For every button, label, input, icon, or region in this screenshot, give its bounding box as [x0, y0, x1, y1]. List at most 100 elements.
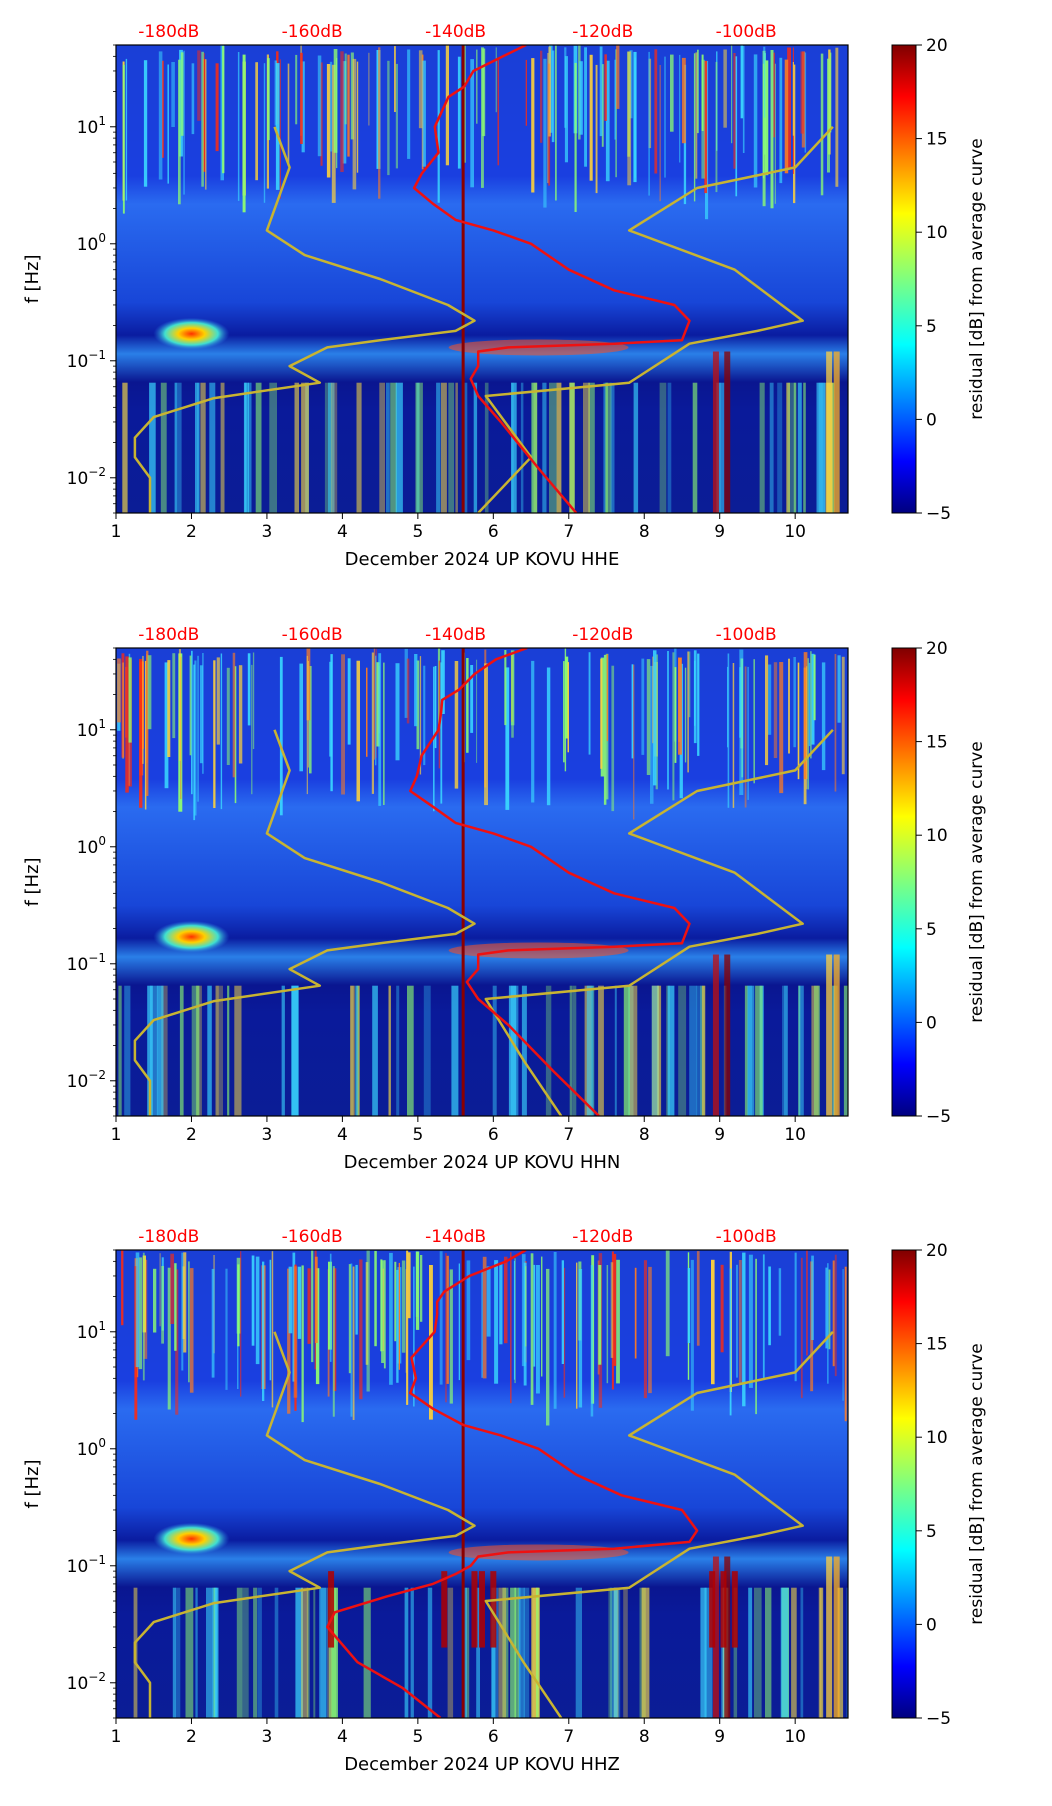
spectral-streak [825, 1267, 828, 1349]
spectral-streak [320, 62, 323, 166]
spectral-streak [595, 64, 598, 194]
spectral-streak [598, 985, 604, 1116]
spectral-streak [406, 658, 410, 724]
spectral-streak [314, 1256, 318, 1343]
spectral-streak [547, 53, 549, 184]
spectral-streak [121, 1250, 124, 1326]
spectral-streak [287, 63, 290, 166]
spectral-streak [800, 51, 804, 134]
spectral-streak [375, 655, 377, 766]
spectral-streak [142, 655, 144, 764]
spectral-streak [779, 57, 783, 184]
spectral-streak [648, 51, 650, 196]
spectral-streak [172, 1587, 176, 1718]
spectral-streak [330, 382, 338, 513]
spectral-streak [414, 654, 418, 727]
spectral-streak [733, 1587, 738, 1718]
spectral-streak [356, 61, 359, 173]
spectral-streak [143, 60, 148, 187]
spectral-streak [135, 1252, 140, 1368]
spectral-streak [584, 47, 587, 167]
spectral-streak [733, 53, 736, 169]
spectral-streak [834, 654, 837, 792]
colorbar-label: residual [dB] from average curve [967, 741, 987, 1022]
spectral-streak [513, 1260, 515, 1380]
spectral-streak [693, 53, 696, 202]
spectral-streak [373, 648, 375, 760]
spectral-streak [174, 382, 178, 513]
spectral-streak [779, 662, 784, 794]
spectral-streak [834, 1254, 837, 1377]
spectral-streak [604, 54, 607, 121]
spectral-streak [122, 64, 125, 214]
spectral-streak [679, 54, 681, 163]
spectral-streak [381, 1260, 385, 1363]
spectral-streak [606, 1265, 609, 1384]
colorbar-tick-label: 15 [926, 130, 948, 150]
spectral-streak [736, 1264, 738, 1378]
spectral-streak [301, 1587, 309, 1718]
spectral-streak [350, 985, 355, 1116]
spectral-streak [197, 382, 200, 513]
spectral-streak [128, 657, 132, 743]
spectral-streak [747, 985, 753, 1116]
spectral-streak [616, 1259, 620, 1384]
spectral-streak [394, 1261, 397, 1342]
nlnm-curve [133, 126, 476, 513]
spectral-streak [536, 1587, 539, 1718]
spectral-streak [738, 1260, 742, 1385]
spectral-streak [837, 655, 841, 723]
spectral-streak [816, 382, 823, 513]
x-tick-label: 9 [714, 522, 725, 542]
spectral-streak [599, 46, 603, 137]
spectral-streak [762, 63, 765, 179]
spectral-streak [700, 1587, 707, 1718]
spectral-streak [491, 1587, 496, 1718]
spectral-streak [777, 382, 783, 513]
y-tick-label: 101 [77, 114, 106, 138]
spectral-streak [748, 1254, 753, 1388]
y-tick-base: 10 [67, 1072, 89, 1092]
spectral-streak [191, 985, 200, 1116]
y-tick-exponent: 1 [98, 114, 106, 128]
spectral-streak [216, 985, 219, 1116]
spectral-streak [341, 654, 345, 795]
spectrogram-2 [116, 648, 848, 1116]
spectral-streak [328, 1571, 335, 1648]
x-tick-label: 9 [714, 1125, 725, 1145]
spectral-streak [331, 1587, 338, 1718]
spectral-streak [244, 382, 249, 513]
y-tick-exponent: 1 [98, 1319, 106, 1333]
spectral-streak [654, 49, 658, 174]
spectral-streak [810, 651, 812, 759]
y-tick-exponent: 0 [98, 834, 106, 848]
spectral-streak [404, 648, 408, 718]
spectral-streak [543, 58, 547, 208]
spectral-streak [664, 56, 666, 178]
spectral-streak [821, 662, 826, 771]
spectral-streak [569, 985, 573, 1116]
spectral-streak [395, 63, 398, 169]
spectral-streak [466, 658, 469, 753]
spectral-streak [464, 382, 468, 513]
spectral-streak [313, 1587, 316, 1718]
spectral-streak [395, 382, 403, 513]
spectral-streak [263, 63, 266, 203]
spectral-streak [492, 985, 497, 1116]
spectral-streak [440, 662, 443, 804]
spectral-streak [181, 1252, 184, 1371]
spectral-streak [255, 382, 262, 513]
spectral-streak [147, 985, 153, 1116]
spectral-streak [464, 1587, 467, 1718]
spectral-streak [149, 382, 156, 513]
spectral-streak [814, 985, 820, 1116]
spectral-streak [189, 655, 192, 756]
microseism-hotspot [153, 920, 230, 953]
spectral-streak [731, 45, 733, 144]
spectral-streak [410, 1587, 414, 1718]
spectral-streak [490, 1571, 497, 1648]
spectral-streak [482, 1256, 487, 1379]
colorbar [891, 44, 917, 514]
colorbar-tick-label: 10 [926, 223, 948, 243]
